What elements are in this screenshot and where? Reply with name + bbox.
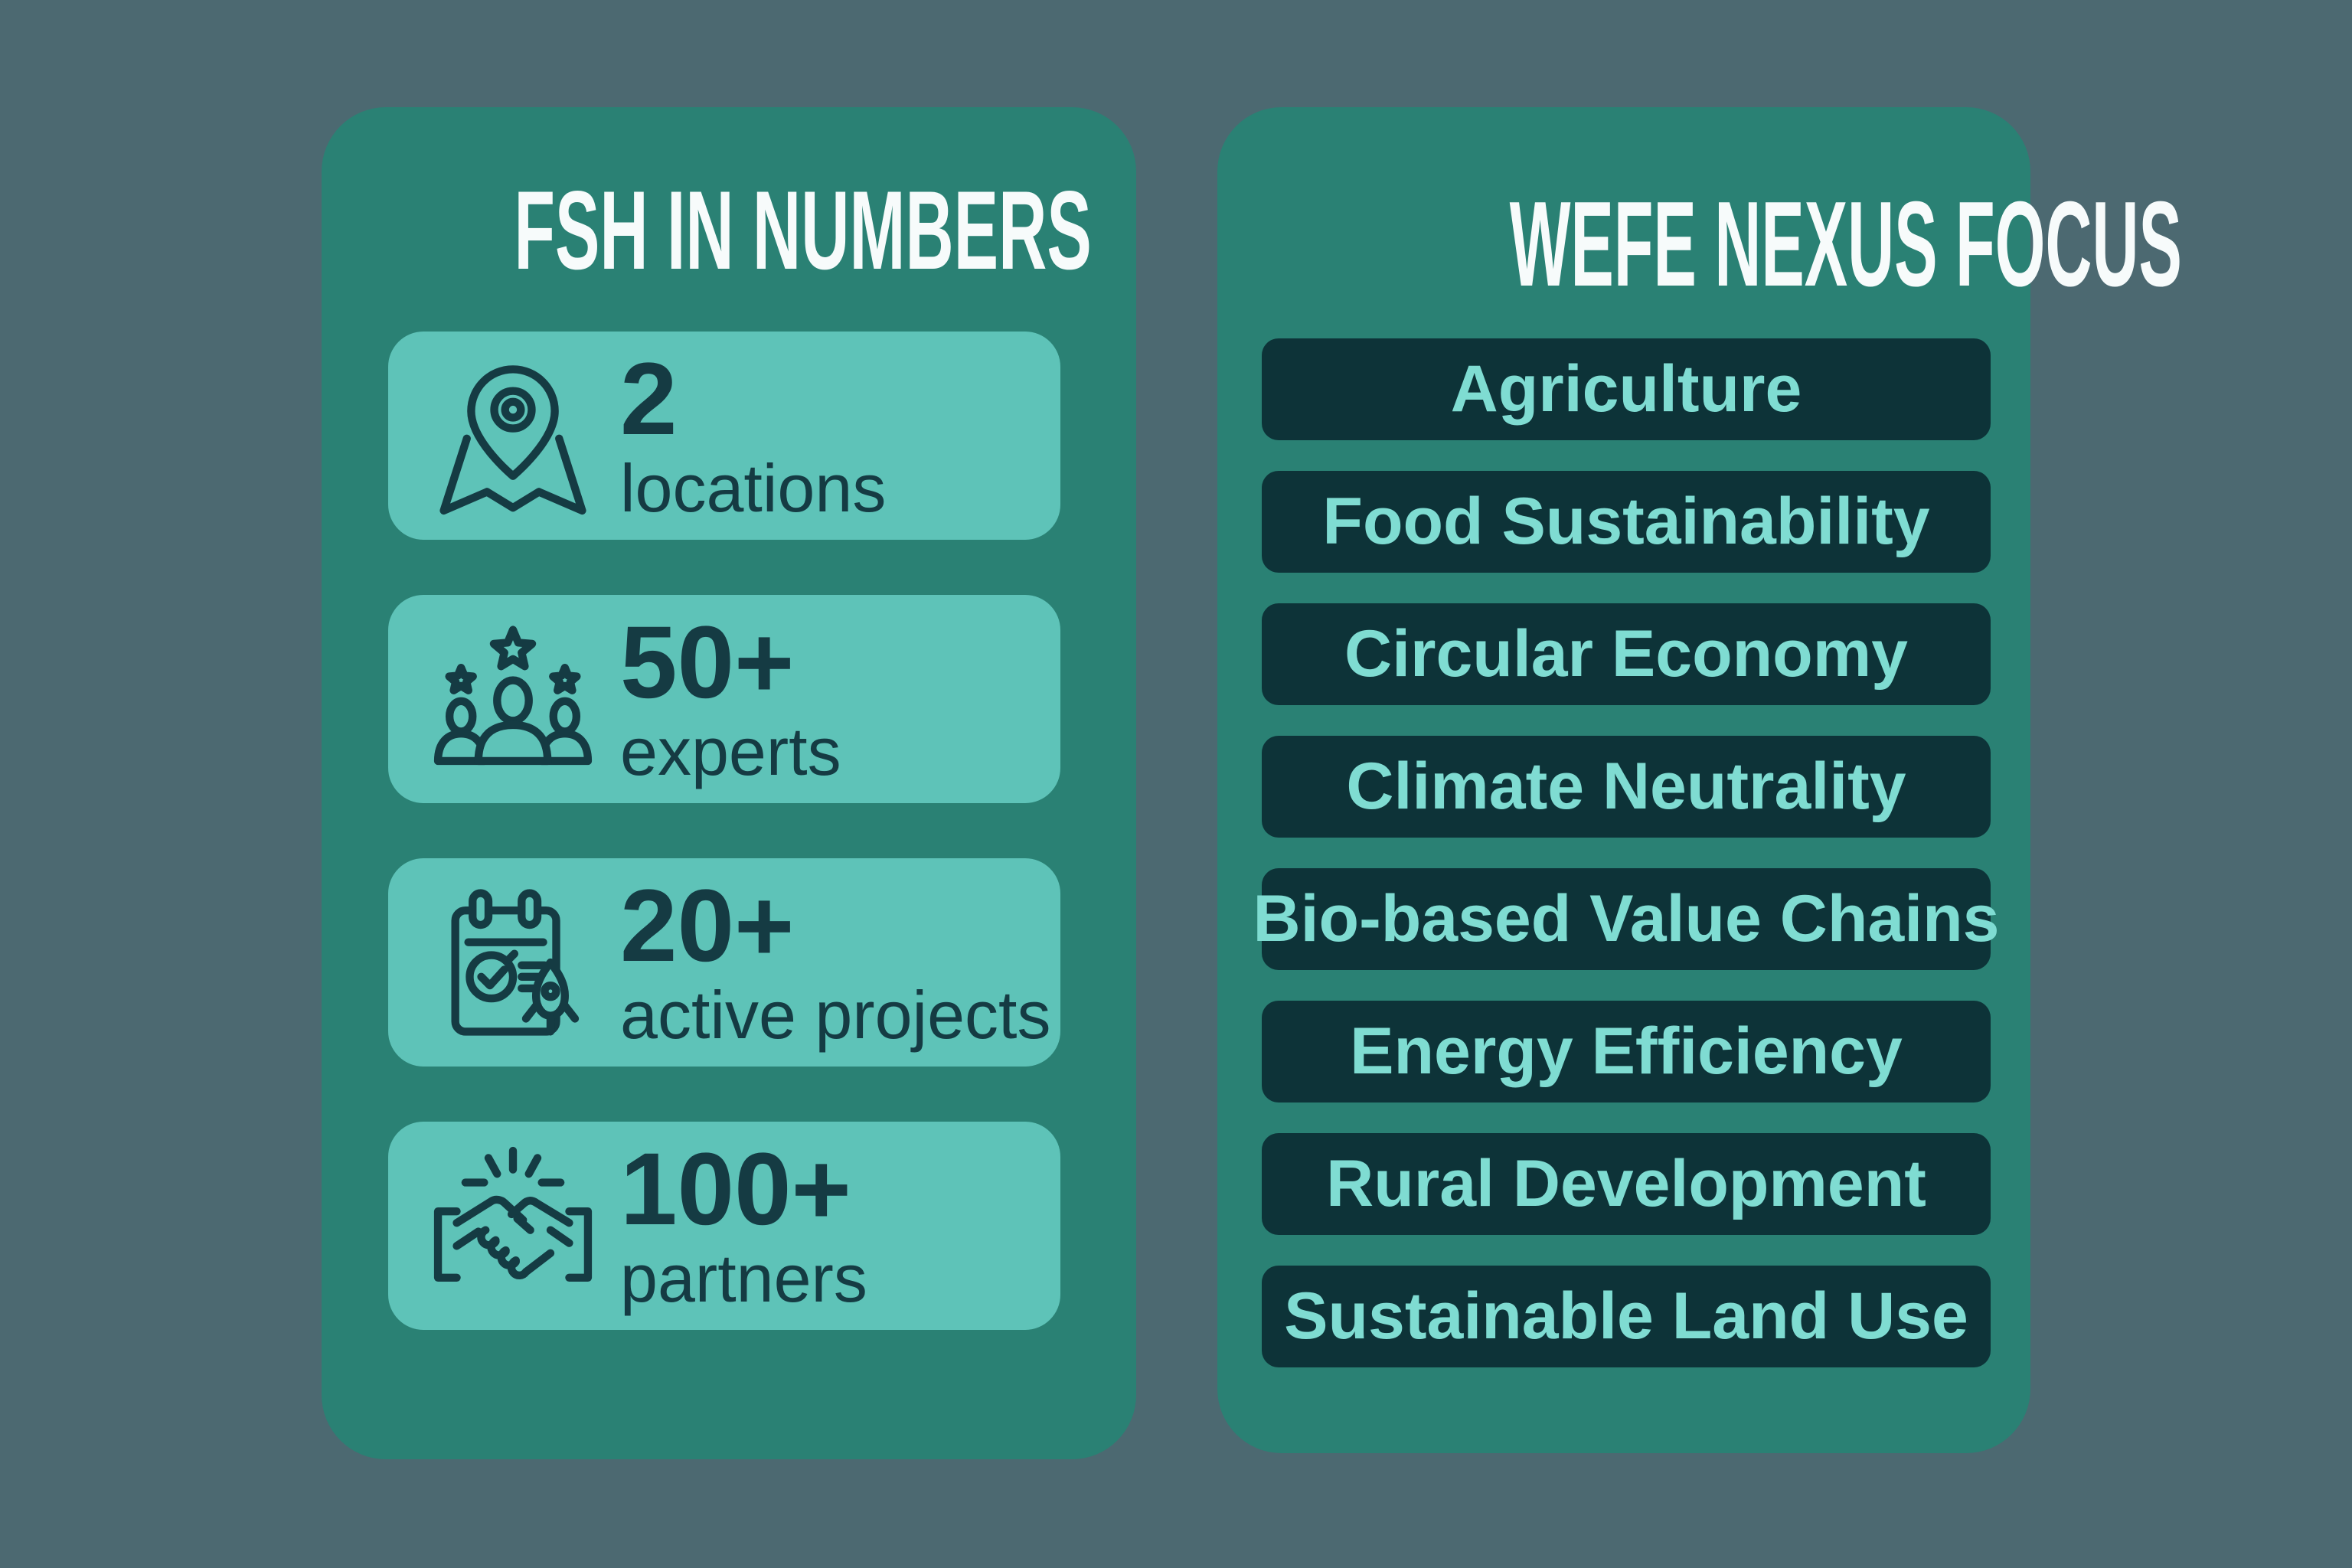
stat-card-experts: 50+ experts — [388, 595, 1060, 803]
map-pin-icon — [426, 349, 599, 522]
stat-value: 100+ — [620, 1132, 851, 1247]
experts-stars-icon — [426, 612, 599, 786]
stat-value: 2 — [620, 342, 678, 457]
stat-value: 20+ — [620, 869, 795, 984]
project-board-rocket-icon — [426, 876, 599, 1049]
focus-chip-agriculture: Agriculture — [1262, 338, 1991, 440]
fsh-in-numbers-panel: FSH IN NUMBERS — [322, 107, 1136, 1459]
stat-text: 100+ partners — [620, 1138, 867, 1313]
focus-list: Agriculture Food Sustainability Circular… — [1253, 338, 1999, 1367]
left-panel-title: FSH IN NUMBERS — [322, 175, 1136, 286]
stat-label: locations — [620, 450, 887, 527]
stat-label: active projects — [620, 977, 1051, 1054]
focus-chip-food-sustainability: Food Sustainability — [1262, 471, 1991, 573]
wefe-nexus-focus-panel: WEFE NEXUS FOCUS Agriculture Food Sustai… — [1217, 107, 2182, 1453]
focus-chip-sustainable-land-use: Sustainable Land Use — [1262, 1266, 1991, 1367]
stat-value: 50+ — [620, 606, 795, 720]
right-panel-title-text: WEFE NEXUS FOCUS — [1509, 177, 2182, 312]
stat-card-active-projects: 20+ active projects — [388, 858, 1060, 1067]
left-panel-title-text: FSH IN NUMBERS — [514, 168, 1092, 292]
stats-list: 2 locations — [388, 332, 1060, 1330]
stat-label: experts — [620, 714, 841, 790]
stat-text: 2 locations — [620, 348, 886, 523]
right-panel-title: WEFE NEXUS FOCUS — [1217, 184, 2182, 305]
handshake-icon — [426, 1139, 599, 1312]
focus-chip-rural-development: Rural Development — [1262, 1133, 1991, 1235]
focus-chip-climate-neutrality: Climate Neutrality — [1262, 736, 1991, 838]
stat-text: 20+ active projects — [620, 875, 1050, 1050]
stat-text: 50+ experts — [620, 612, 841, 786]
focus-chip-circular-economy: Circular Economy — [1262, 603, 1991, 705]
stat-card-locations: 2 locations — [388, 332, 1060, 540]
focus-chip-bio-based-value-chains: Bio-based Value Chains — [1253, 868, 1999, 970]
focus-chip-energy-efficiency: Energy Efficiency — [1262, 1001, 1991, 1102]
stat-label: partners — [620, 1240, 867, 1317]
stat-card-partners: 100+ partners — [388, 1122, 1060, 1330]
